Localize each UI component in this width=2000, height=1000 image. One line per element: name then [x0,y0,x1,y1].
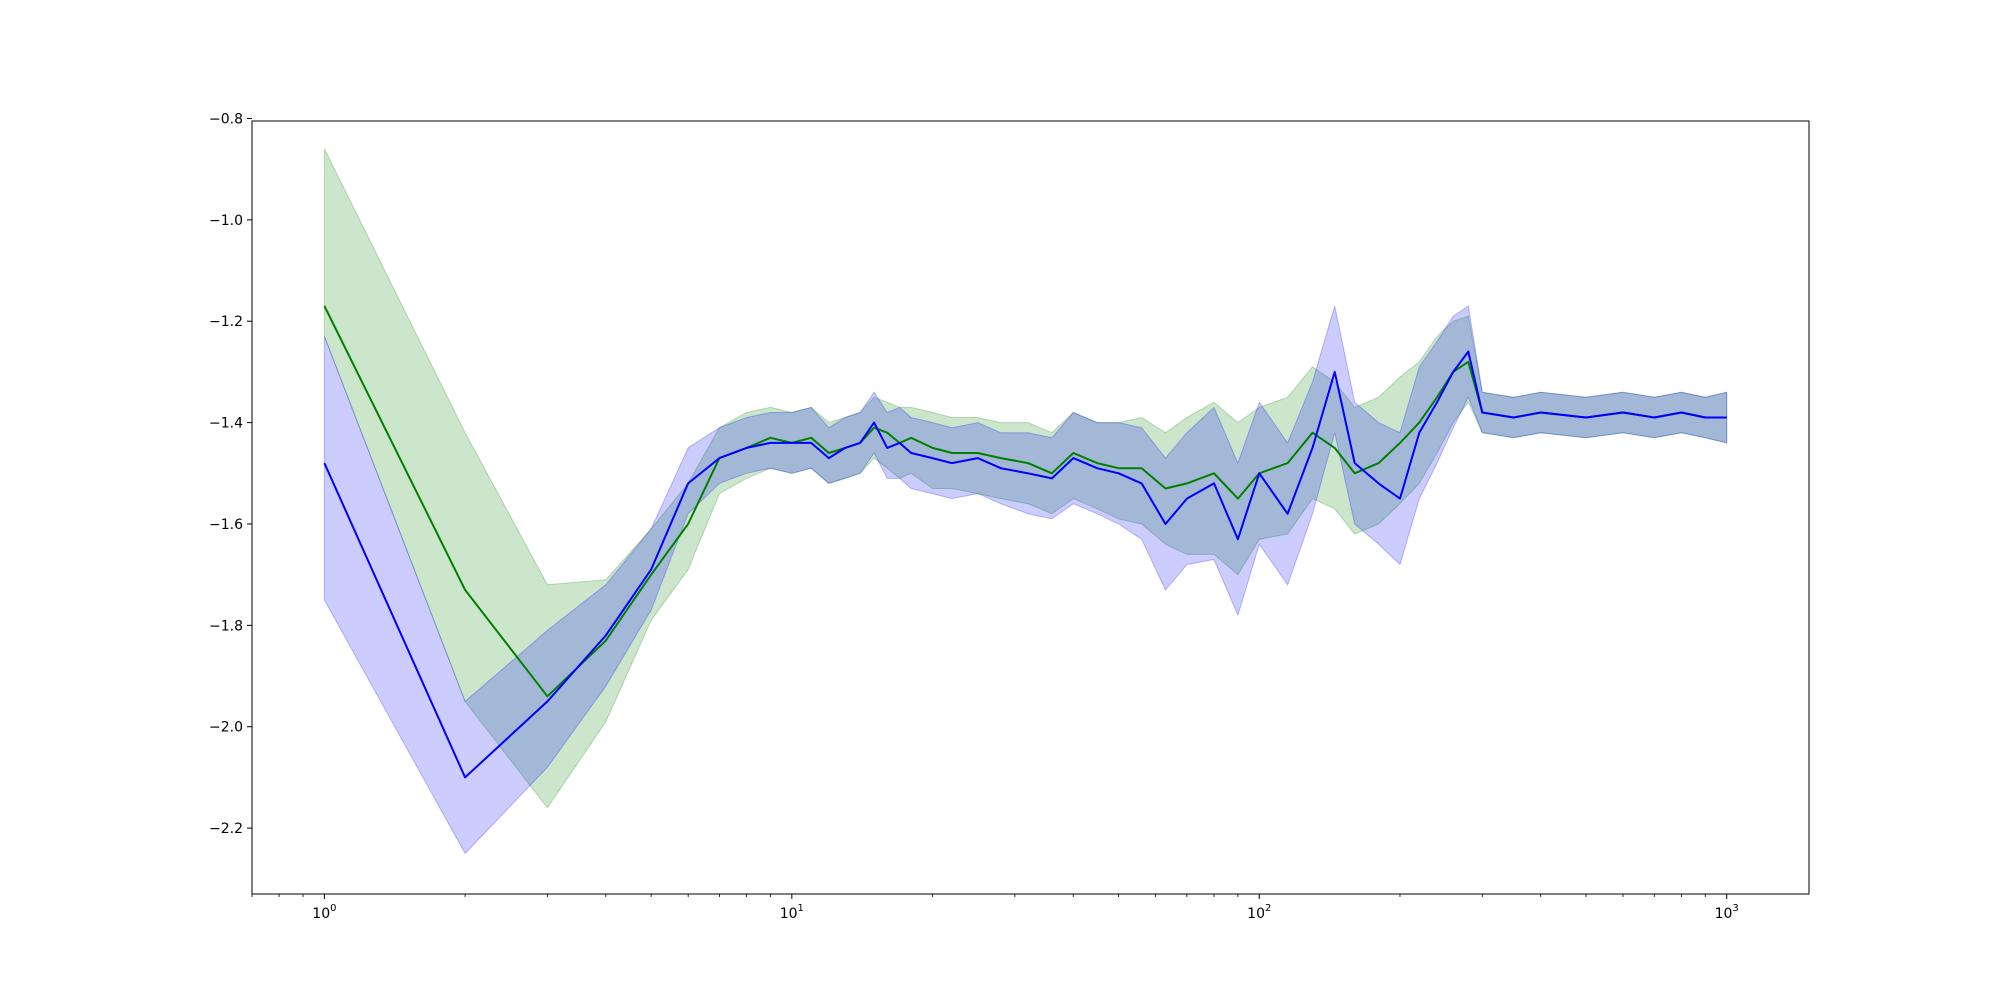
blue-mean-line [323,350,1727,779]
x-axis: 100 101 102 103 [251,894,1739,922]
series-lines [323,305,1727,779]
confidence-bands [323,148,1728,855]
y-tick-label: −2.0 [209,720,243,736]
y-tick-label: −1.2 [209,314,243,330]
plot-frame [251,120,1810,895]
y-axis: −2.2 −2.0 −1.8 −1.6 −1.4 −1.2 −1.0 −0.8 [209,111,252,837]
y-tick-label: −1.8 [209,618,243,634]
y-tick-label: −1.6 [209,517,243,533]
y-tick-label: −1.0 [209,213,243,229]
green-mean-line [323,305,1727,698]
x-tick-label: 103 [1715,903,1739,922]
x-tick-label: 102 [1247,903,1271,922]
y-tick-label: −1.4 [209,416,243,432]
x-tick-label: 101 [780,903,804,922]
x-tick-label: 100 [312,903,336,922]
blue-confidence-band [323,305,1728,855]
y-tick-label: −2.2 [209,821,243,837]
y-tick-label: −0.8 [209,111,243,127]
green-confidence-band [323,148,1728,809]
